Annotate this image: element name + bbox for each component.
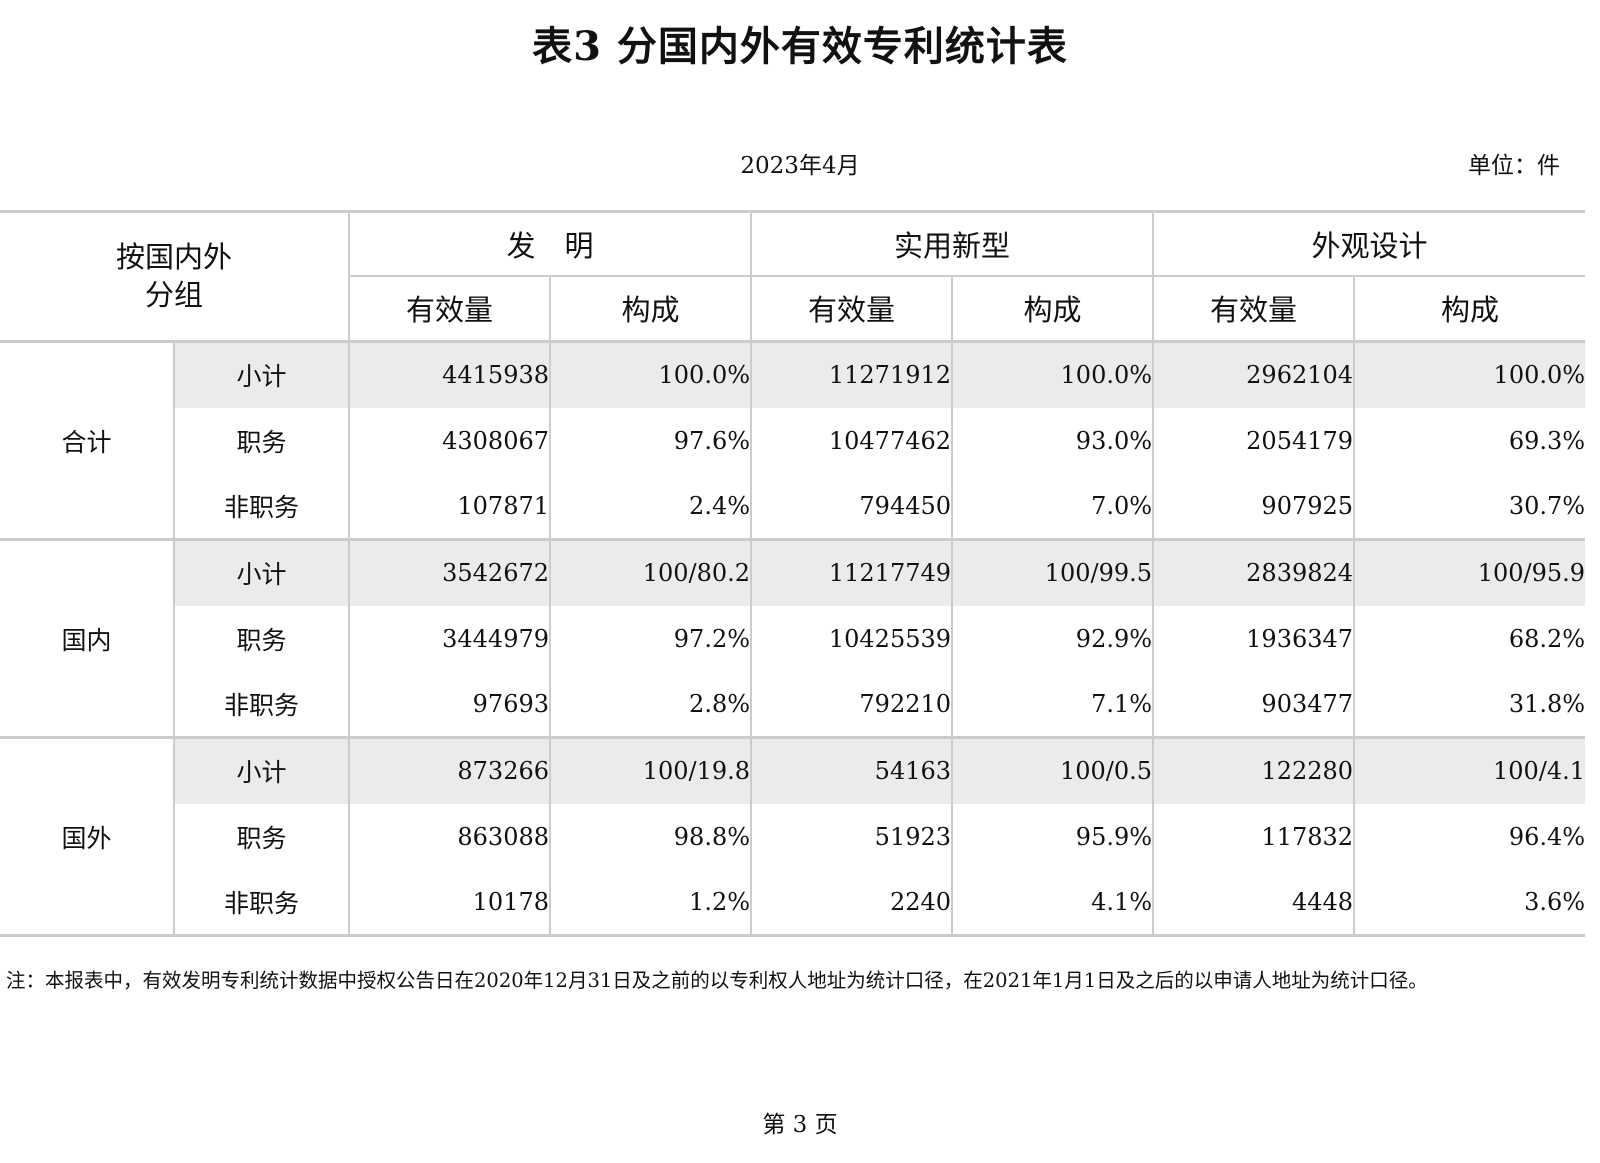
row-label: 非职务 <box>174 671 351 739</box>
table-cell: 31.8% <box>1354 671 1586 739</box>
table-cell: 1.2% <box>550 869 753 937</box>
table-cell: 100/0.5 <box>952 737 1155 804</box>
table-cell: 97.2% <box>550 605 753 672</box>
row-label: 非职务 <box>174 869 351 937</box>
table-cell: 7.0% <box>952 473 1155 541</box>
table-cell: 907925 <box>1153 473 1356 541</box>
table-cell: 2.4% <box>550 473 753 541</box>
table-cell: 96.4% <box>1508 822 1586 851</box>
row-label: 小计 <box>174 341 351 408</box>
table-cell: 2.8% <box>550 671 753 739</box>
table-row: 非职务 10178 1.2% 2240 4.1% 4448 3.6% <box>0 869 1586 937</box>
table-cell: 100/4.1 <box>1354 737 1586 804</box>
sub-header-count: 有效量 <box>750 275 953 343</box>
table-cell: 97.6% <box>550 407 753 474</box>
table-cell: 100.0% <box>1354 341 1586 408</box>
row-label: 小计 <box>174 737 351 804</box>
table-cell: 863088 <box>349 803 552 870</box>
table-cell: 54163 <box>751 737 954 804</box>
page-title: 表3 分国内外有效专利统计表 <box>532 23 1068 70</box>
table-cell: 3.6% <box>1354 869 1586 937</box>
table-row: 非职务 97693 2.8% 792210 7.1% 903477 31.8% <box>0 671 1586 739</box>
group-label: 国内 <box>0 539 175 739</box>
table-cell: 2054179 <box>1153 407 1356 474</box>
table-cell: 4308067 <box>349 407 552 474</box>
category-header-invention: 发 明 <box>348 210 752 277</box>
table-cell: 95.9% <box>952 803 1155 870</box>
table-cell: 98.8% <box>550 803 753 870</box>
table-cell: 3542672 <box>349 539 552 606</box>
table-cell: 2240 <box>751 869 954 937</box>
table-cell: 11271912 <box>751 341 954 408</box>
corner-header: 按国内外 分组 <box>0 210 351 343</box>
table-cell: 100/95.9 <box>1354 539 1586 606</box>
row-label: 非职务 <box>174 473 351 541</box>
unit-label: 单位：件 <box>1468 153 1560 179</box>
table-row: 合计 小计 4415938 100.0% 11271912 100.0% 296… <box>0 341 1586 541</box>
sub-header-share: 构成 <box>1353 275 1586 343</box>
report-date: 2023年4月 <box>740 153 860 179</box>
table-cell: 117832 <box>1153 803 1356 870</box>
table-cell: 92.9% <box>952 605 1155 672</box>
table-cell: 2839824 <box>1153 539 1356 606</box>
table-cell: 122280 <box>1153 737 1356 804</box>
sub-header-share: 构成 <box>951 275 1154 343</box>
table-cell: 873266 <box>349 737 552 804</box>
table-cell: 11217749 <box>751 539 954 606</box>
table-row: 国外 小计 873266 100/19.8 54163 100/0.5 1222… <box>0 737 1586 937</box>
corner-header-label: 按国内外 分组 <box>116 239 233 312</box>
table-cell: 97693 <box>349 671 552 739</box>
patent-statistics-table: 按国内外 分组 发 明 实用新型 外观设计 有效量 构成 有效量 构成 有效量 … <box>0 210 1586 937</box>
table-cell: 100/99.5 <box>952 539 1155 606</box>
footnote: 注：本报表中，有效发明专利统计数据中授权公告日在2020年12月31日及之前的以… <box>6 969 1428 992</box>
table-row: 职务 863088 98.8% 51923 95.9% 117832 96.4% <box>0 803 1586 870</box>
category-header-utility-model: 实用新型 <box>750 210 1154 277</box>
table-row: 职务 4308067 97.6% 10477462 93.0% 2054179 … <box>0 407 1586 474</box>
row-label: 职务 <box>174 605 351 672</box>
table-cell: 10178 <box>349 869 552 937</box>
table-cell: 100.0% <box>952 341 1155 408</box>
table-cell: 903477 <box>1153 671 1356 739</box>
table-cell: 7.1% <box>952 671 1155 739</box>
sub-header-share: 构成 <box>549 275 752 343</box>
row-label: 小计 <box>174 539 351 606</box>
row-label: 职务 <box>174 803 351 870</box>
table-cell: 68.2% <box>1508 624 1586 653</box>
table-cell: 93.0% <box>952 407 1155 474</box>
table-cell: 4415938 <box>349 341 552 408</box>
table-cell: 100/19.8 <box>550 737 753 804</box>
table-cell: 100/80.2 <box>550 539 753 606</box>
table-cell: 69.3% <box>1508 426 1586 455</box>
table-cell: 10477462 <box>751 407 954 474</box>
table-cell: 1936347 <box>1153 605 1356 672</box>
group-label: 国外 <box>0 737 175 937</box>
table-cell: 2962104 <box>1153 341 1356 408</box>
group-label: 合计 <box>0 341 175 541</box>
table-row: 国内 小计 3542672 100/80.2 11217749 100/99.5… <box>0 539 1586 739</box>
category-header-design: 外观设计 <box>1152 210 1586 277</box>
table-cell: 792210 <box>751 671 954 739</box>
table-cell: 30.7% <box>1354 473 1586 541</box>
sub-header-count: 有效量 <box>1152 275 1355 343</box>
table-cell: 3444979 <box>349 605 552 672</box>
table-row: 非职务 107871 2.4% 794450 7.0% 907925 30.7% <box>0 473 1586 541</box>
sub-header-count: 有效量 <box>348 275 551 343</box>
table-cell: 10425539 <box>751 605 954 672</box>
table-cell: 51923 <box>751 803 954 870</box>
table-cell: 4448 <box>1153 869 1356 937</box>
row-label: 职务 <box>174 407 351 474</box>
table-cell: 107871 <box>349 473 552 541</box>
table-cell: 100.0% <box>550 341 753 408</box>
table-cell: 4.1% <box>952 869 1155 937</box>
table-cell: 794450 <box>751 473 954 541</box>
table-row: 职务 3444979 97.2% 10425539 92.9% 1936347 … <box>0 605 1586 672</box>
page-number: 第 3 页 <box>762 1112 838 1138</box>
